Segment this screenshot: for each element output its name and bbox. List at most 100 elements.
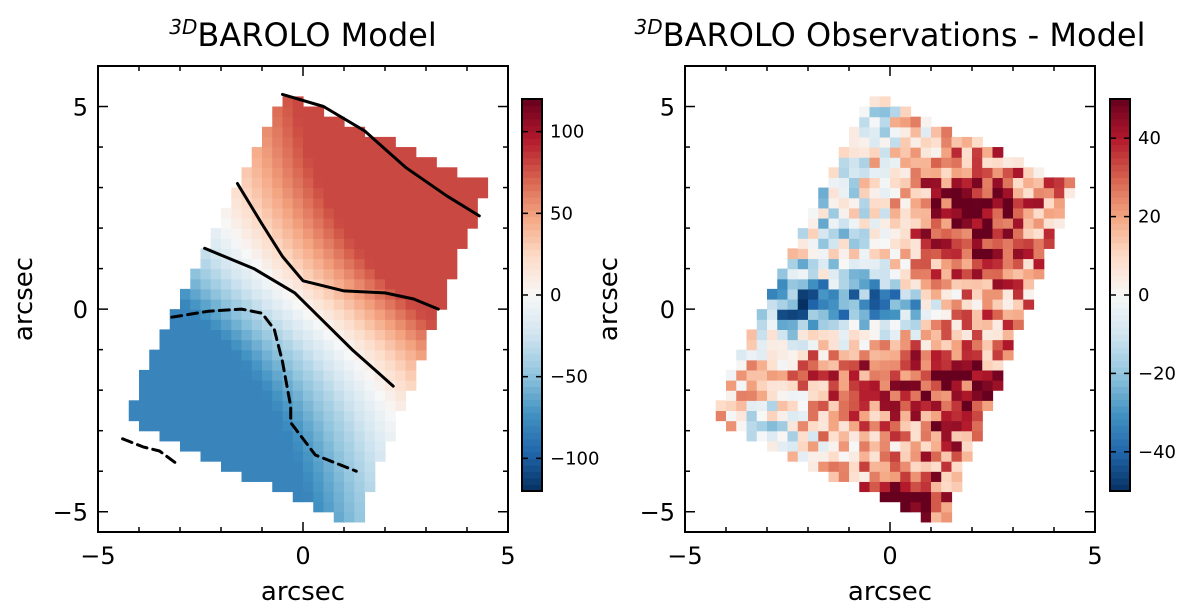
map-pixel-1-158 <box>818 319 830 330</box>
map-pixel-1-742 <box>982 187 994 199</box>
map-pixel-0-34 <box>169 359 181 371</box>
map-pixel-1-224 <box>838 258 850 270</box>
map-pixel-0-396 <box>303 410 314 422</box>
map-pixel-0-588 <box>354 481 366 493</box>
map-pixel-1-814 <box>1023 238 1035 249</box>
map-pixel-0-160 <box>231 299 243 310</box>
map-pixel-0-138 <box>221 258 232 270</box>
map-pixel-0-540 <box>333 167 345 179</box>
map-pixel-1-95 <box>797 450 809 462</box>
y-tick-label: 5 <box>73 94 88 122</box>
colorbar-segment <box>522 432 542 440</box>
map-pixel-0-574 <box>344 228 355 239</box>
map-pixel-0-775 <box>415 309 427 320</box>
map-pixel-1-558 <box>931 390 942 401</box>
map-pixel-0-33 <box>169 369 181 381</box>
map-pixel-1-746 <box>982 147 994 158</box>
map-pixel-0-564 <box>344 329 355 341</box>
map-pixel-1-229 <box>838 207 850 219</box>
map-pixel-1-417 <box>890 197 901 209</box>
map-pixel-1-247 <box>849 359 860 371</box>
map-pixel-1-650 <box>951 217 963 229</box>
map-pixel-1-333 <box>869 238 881 249</box>
map-pixel-1-86 <box>787 329 799 341</box>
map-pixel-0-548 <box>344 491 355 503</box>
colorbar-segment <box>522 373 542 381</box>
map-pixel-0-812 <box>436 258 448 270</box>
map-pixel-1-729 <box>982 319 994 330</box>
map-pixel-0-679 <box>374 248 386 260</box>
map-pixel-0-108 <box>210 319 222 330</box>
map-pixel-1-246 <box>849 369 860 381</box>
colorbar-segment <box>1110 308 1130 316</box>
map-pixel-0-61 <box>190 390 202 401</box>
map-pixel-0-690 <box>374 136 386 148</box>
map-pixel-1-816 <box>1023 217 1035 229</box>
map-pixel-1-260 <box>849 228 860 239</box>
map-pixel-0-521 <box>333 359 345 371</box>
map-pixel-0-470 <box>323 471 335 482</box>
map-pixel-1-642 <box>951 299 963 310</box>
map-pixel-0-779 <box>415 268 427 280</box>
map-pixel-1-754 <box>992 309 1004 320</box>
map-pixel-1-376 <box>879 207 891 219</box>
map-pixel-0-559 <box>344 380 355 391</box>
map-pixel-0-630 <box>364 420 376 432</box>
map-pixel-0-79 <box>200 400 212 412</box>
map-pixel-0-10 <box>149 400 161 412</box>
map-pixel-1-379 <box>879 177 891 189</box>
map-pixel-1-798 <box>1013 248 1024 260</box>
map-pixel-1-515 <box>920 420 932 432</box>
map-pixel-1-620 <box>941 157 953 168</box>
map-pixel-1-596 <box>941 400 953 412</box>
map-pixel-0-450 <box>313 268 325 280</box>
map-pixel-1-267 <box>849 157 860 168</box>
map-pixel-1-587 <box>941 491 953 503</box>
map-pixel-1-766 <box>992 187 1004 199</box>
map-pixel-0-600 <box>354 359 366 371</box>
map-pixel-0-330 <box>282 268 294 280</box>
map-pixel-1-391 <box>890 461 901 472</box>
colorbar-segment <box>1110 197 1130 205</box>
map-pixel-0-747 <box>405 380 417 391</box>
map-pixel-0-199 <box>241 197 253 209</box>
map-pixel-0-442 <box>313 349 325 361</box>
map-pixel-0-37 <box>169 329 181 341</box>
map-pixel-1-452 <box>900 248 912 260</box>
map-pixel-0-101 <box>210 390 222 401</box>
map-pixel-0-398 <box>303 390 314 401</box>
map-pixel-1-594 <box>941 420 953 432</box>
colorbar-segment <box>522 255 542 263</box>
map-pixel-1-792 <box>1013 309 1024 320</box>
map-pixel-0-213 <box>251 369 263 381</box>
map-pixel-0-324 <box>282 329 294 341</box>
map-pixel-1-793 <box>1013 299 1024 310</box>
map-pixel-0-701 <box>385 329 396 341</box>
map-pixel-1-56 <box>777 440 789 452</box>
colorbar-tick-label: 20 <box>1138 207 1161 228</box>
colorbar-segment <box>522 203 542 211</box>
map-pixel-1-595 <box>941 410 953 422</box>
colorbar-segment <box>1110 203 1130 211</box>
map-pixel-1-363 <box>879 339 891 351</box>
map-pixel-1-360 <box>879 369 891 381</box>
map-pixel-1-251 <box>849 319 860 330</box>
map-pixel-1-263 <box>849 197 860 209</box>
map-pixel-0-234 <box>251 157 263 168</box>
map-pixel-1-499 <box>910 177 922 189</box>
map-pixel-1-24 <box>746 349 758 361</box>
map-pixel-0-328 <box>282 288 294 300</box>
map-pixel-1-125 <box>808 390 819 401</box>
colorbar-segment <box>1110 425 1130 433</box>
contour-line-3 <box>170 307 358 473</box>
map-pixel-1-514 <box>920 430 932 442</box>
map-pixel-0-127 <box>221 369 232 381</box>
map-pixel-0-716 <box>385 177 396 189</box>
map-pixel-0-566 <box>344 309 355 320</box>
map-pixel-1-424 <box>890 126 901 138</box>
map-pixel-0-67 <box>190 329 202 341</box>
map-pixel-0-283 <box>272 359 284 371</box>
map-pixel-0-186 <box>241 329 253 341</box>
map-pixel-1-632 <box>951 400 963 412</box>
map-pixel-0-666 <box>374 380 386 391</box>
